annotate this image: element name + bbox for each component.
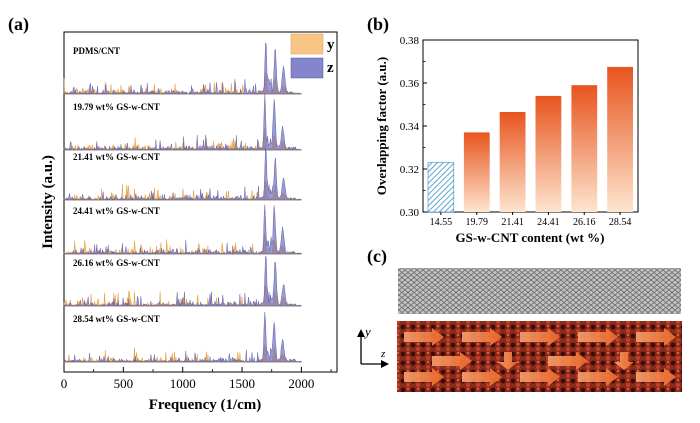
spectrum-z-area-1: [63, 42, 302, 95]
x-tick-label: 1000: [170, 376, 196, 391]
stack-label-3: 21.41 wt% GS-w-CNT: [73, 152, 160, 162]
panel-a-spectra: PDMS/CNT 19.79 wt% GS-w-CNT 21.41 wt% GS-w…: [40, 31, 338, 413]
x-tick-label: 500: [114, 376, 134, 391]
bar-category-label: 21.41: [501, 217, 524, 228]
x-tick-label: 0: [61, 376, 68, 391]
panel-label-c: (c): [367, 246, 387, 267]
legend-y-swatch: [290, 33, 324, 55]
bar-y-tick-label: 0.30: [400, 207, 420, 219]
axis-z-label: z: [380, 348, 386, 360]
stack-label-2: 19.79 wt% GS-w-CNT: [73, 102, 160, 112]
stack-label-4: 24.41 wt% GS-w-CNT: [73, 206, 160, 216]
spectrum-stack-4: 24.41 wt% GS-w-CNT: [63, 204, 302, 255]
panel-label-b: (b): [367, 14, 389, 35]
bar-category-label: 24.41: [537, 217, 560, 228]
flow-arrow: [578, 328, 618, 346]
coordinate-axes: y z: [357, 324, 389, 368]
bar-21.41: [499, 112, 526, 212]
bar-y-tick-label: 0.34: [400, 121, 420, 133]
panel-c-illustration: y z: [357, 268, 682, 392]
flow-arrow: [548, 352, 588, 370]
lattice-sheet: [398, 268, 681, 314]
spectrum-stack-6: 28.54 wt% GS-w-CNT: [63, 311, 302, 363]
spectrum-z-area-3: [63, 147, 302, 201]
bar-14.55: [427, 162, 455, 213]
flow-arrow: [404, 368, 444, 386]
bar-y-tick-label: 0.38: [400, 35, 420, 47]
flow-arrow: [578, 368, 618, 386]
panel-a-legend: y z: [290, 33, 335, 79]
bar-28.54: [607, 66, 633, 213]
panel-a-frame: [63, 31, 338, 373]
x-tick-label: 1500: [229, 376, 255, 391]
phonon-arrows: [404, 328, 676, 386]
x-tick-label: 2000: [288, 376, 314, 391]
bar-category-label: 19.79: [466, 217, 489, 228]
bar-category-label: 28.54: [609, 217, 632, 228]
bar-y-tick-label: 0.36: [400, 78, 420, 90]
panel-label-a: (a): [8, 14, 29, 35]
panel-a-ylabel: Intensity (a.u.): [40, 155, 56, 249]
panel-b-frame: [422, 39, 639, 213]
spectrum-z-area-6: [63, 311, 302, 363]
flow-arrow: [636, 368, 676, 386]
bar-24.41: [535, 95, 562, 212]
flow-arrow: [462, 368, 502, 386]
stack-label-5: 26.16 wt% GS-w-CNT: [73, 258, 160, 268]
stack-label-6: 28.54 wt% GS-w-CNT: [73, 314, 160, 324]
panel-b-ylabel: Overlapping factor (a.u.): [374, 57, 389, 195]
flow-arrow: [404, 328, 444, 346]
spectrum-stack-5: 26.16 wt% GS-w-CNT: [63, 256, 302, 307]
lattice-sheet-shade: [398, 268, 681, 314]
flow-arrow: [520, 328, 560, 346]
bar-19.79: [463, 132, 490, 212]
bar-category-label: 26.16: [573, 217, 596, 228]
spectrum-z-area-4: [63, 204, 302, 255]
panel-b-xlabel: GS-w-CNT content (wt %): [456, 230, 605, 245]
flow-arrow: [520, 368, 560, 386]
spectrum-stack-2: 19.79 wt% GS-w-CNT: [63, 94, 302, 151]
panel-a-xlabel: Frequency (1/cm): [149, 397, 262, 413]
flow-arrow: [614, 352, 634, 370]
flow-arrow: [462, 328, 502, 346]
bar-category-label: 14.55: [430, 217, 453, 228]
flow-arrow: [636, 328, 676, 346]
spectrum-stack-1: PDMS/CNT: [63, 42, 302, 95]
spectrum-z-area-5: [63, 256, 302, 307]
flow-arrow: [432, 352, 472, 370]
panel-b-bar-chart: 14.55 19.79 21.41 24.41 26.16 28.54 0.30 0.32 0.…: [374, 35, 639, 245]
spectrum-stack-3: 21.41 wt% GS-w-CNT: [63, 147, 302, 201]
flow-arrow: [498, 352, 518, 370]
axis-y-label: y: [363, 324, 371, 339]
bar-26.16: [571, 85, 598, 212]
legend-y-label: y: [327, 37, 335, 53]
legend-z-swatch: [290, 57, 324, 79]
legend-z-label: z: [327, 60, 334, 76]
bar-y-tick-label: 0.32: [400, 164, 419, 176]
stack-label-1: PDMS/CNT: [73, 46, 120, 56]
